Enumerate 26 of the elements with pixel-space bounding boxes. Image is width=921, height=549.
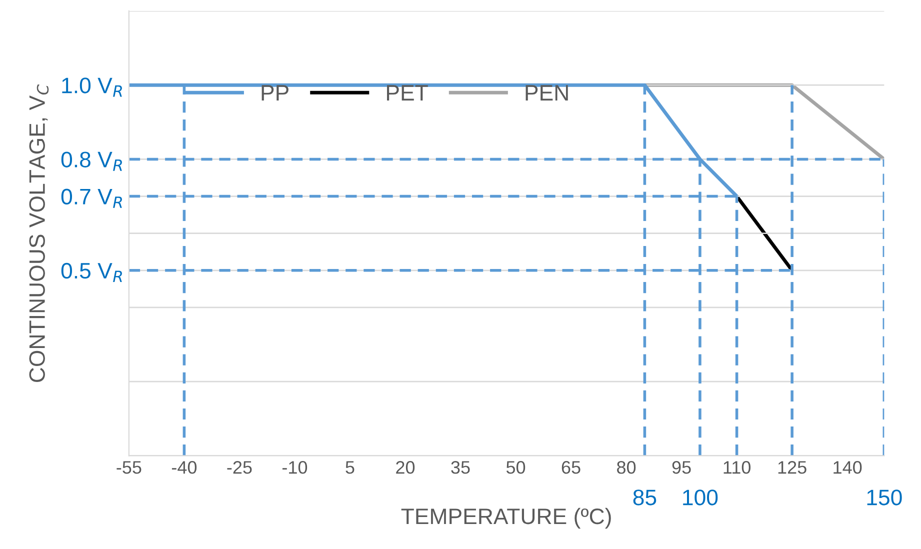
x-tick-label: -25 bbox=[227, 461, 252, 474]
legend-label: PP bbox=[262, 85, 288, 100]
y-tick-label: 1.0 V$_{R}$ bbox=[62, 78, 122, 97]
x-tick-label: -40 bbox=[172, 461, 197, 474]
annotation: 100 bbox=[683, 490, 718, 506]
annotation: 150 bbox=[867, 490, 902, 506]
y-tick-label: 0.7 V$_{R}$ bbox=[61, 188, 122, 208]
x-tick-label: 110 bbox=[724, 461, 750, 474]
x-tick-label: 50 bbox=[506, 461, 526, 474]
x-tick-label: 5 bbox=[346, 461, 354, 474]
x-tick-label: -55 bbox=[116, 461, 142, 474]
x-tick-label: 125 bbox=[778, 461, 806, 474]
x-tick-label: 65 bbox=[562, 461, 580, 474]
x-tick-label: 80 bbox=[617, 461, 636, 474]
legend-label: PET bbox=[387, 85, 428, 100]
x-tick-label: 95 bbox=[672, 461, 691, 474]
x-tick-label: 140 bbox=[834, 461, 862, 474]
y-tick-label: 0.5 V$_{R}$ bbox=[61, 262, 122, 282]
x-tick-label: 35 bbox=[451, 461, 470, 474]
y-tick-label: 0.8 V$_{R}$ bbox=[61, 152, 122, 171]
y-axis-title: CONTINUOUS VOLTAGE, V$_{C}$ bbox=[29, 84, 49, 382]
x-tick-label: -10 bbox=[282, 461, 308, 474]
x-tick-label: 20 bbox=[396, 461, 415, 474]
legend-label: PEN bbox=[526, 85, 568, 100]
x-axis-title: TEMPERATURE (ºC) bbox=[401, 508, 611, 529]
annotation: 85 bbox=[633, 490, 656, 506]
